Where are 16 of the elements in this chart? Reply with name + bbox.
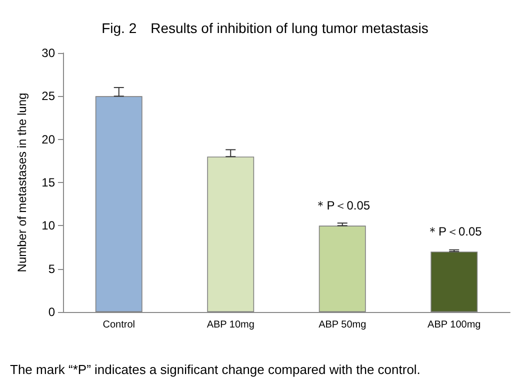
y-tick-label: 5 (48, 262, 56, 276)
y-tick-label: 30 (42, 46, 56, 60)
annotation: ＊P＜0.05 (314, 198, 370, 213)
y-tick-label: 0 (48, 305, 56, 319)
x-tick-label: ABP 10mg (206, 320, 254, 330)
x-tick-label: ABP 50mg (318, 320, 366, 330)
annotation: ＊P＜0.05 (426, 224, 482, 239)
x-tick-label: ABP 100mg (428, 320, 481, 330)
y-axis-title: Number of metastases in the lung (15, 92, 29, 272)
x-tick-label: Control (102, 320, 135, 330)
y-tick-label: 20 (42, 132, 56, 146)
text: The mark “*P” indicates a significant change compared with the control. (10, 362, 420, 377)
y-tick-label: 25 (42, 89, 56, 104)
chart-title: Fig. 2 Results of inhibition of lung tumor metastasis (102, 20, 428, 36)
y-tick-label: 10 (42, 218, 56, 233)
y-tick-label: 15 (42, 176, 56, 190)
